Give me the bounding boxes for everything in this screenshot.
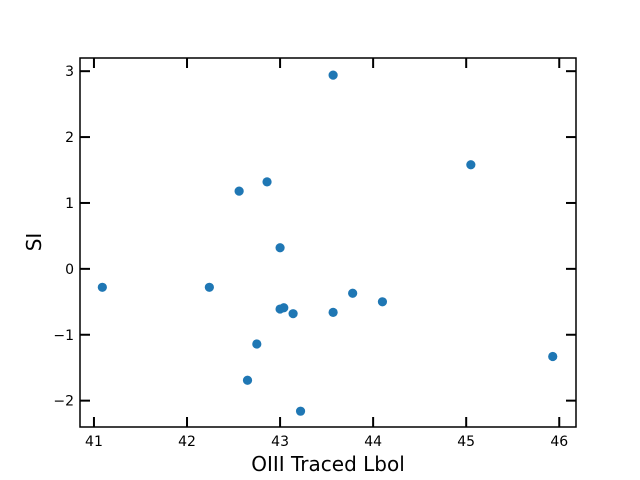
data-point <box>279 303 289 313</box>
data-point <box>295 406 306 416</box>
x-tick-label: 43 <box>271 434 289 450</box>
x-axis-label: OIII Traced Lbol <box>251 452 405 476</box>
data-point <box>328 70 338 80</box>
data-point <box>242 375 253 385</box>
x-tick-label: 45 <box>457 434 475 450</box>
x-tick-label: 46 <box>550 434 568 450</box>
data-point <box>328 307 338 317</box>
y-tick-label: −1 <box>53 328 74 344</box>
data-point <box>548 351 558 362</box>
x-tick-label: 42 <box>178 434 196 450</box>
data-point <box>288 309 298 319</box>
data-point <box>348 288 358 298</box>
data-point <box>262 177 272 187</box>
y-tick-label: −2 <box>53 394 74 410</box>
x-tick-label: 44 <box>364 434 382 450</box>
data-point <box>252 339 262 349</box>
y-tick-label: 2 <box>65 130 74 146</box>
data-point <box>275 243 285 253</box>
points-layer <box>97 70 558 416</box>
y-axis-label: SI <box>22 233 46 252</box>
y-tick-label: 1 <box>65 196 74 212</box>
data-point <box>234 186 244 196</box>
data-point <box>466 160 476 170</box>
data-point <box>97 282 107 292</box>
ticks-layer: 41 42 43 44 45 46 −2 −1 0 1 2 3 <box>53 58 576 450</box>
y-tick-label: 3 <box>65 64 74 80</box>
plot-frame <box>79 57 577 428</box>
data-point <box>377 297 388 307</box>
y-tick-label: 0 <box>65 262 74 278</box>
x-tick-label: 41 <box>85 434 103 450</box>
data-point <box>204 282 214 292</box>
